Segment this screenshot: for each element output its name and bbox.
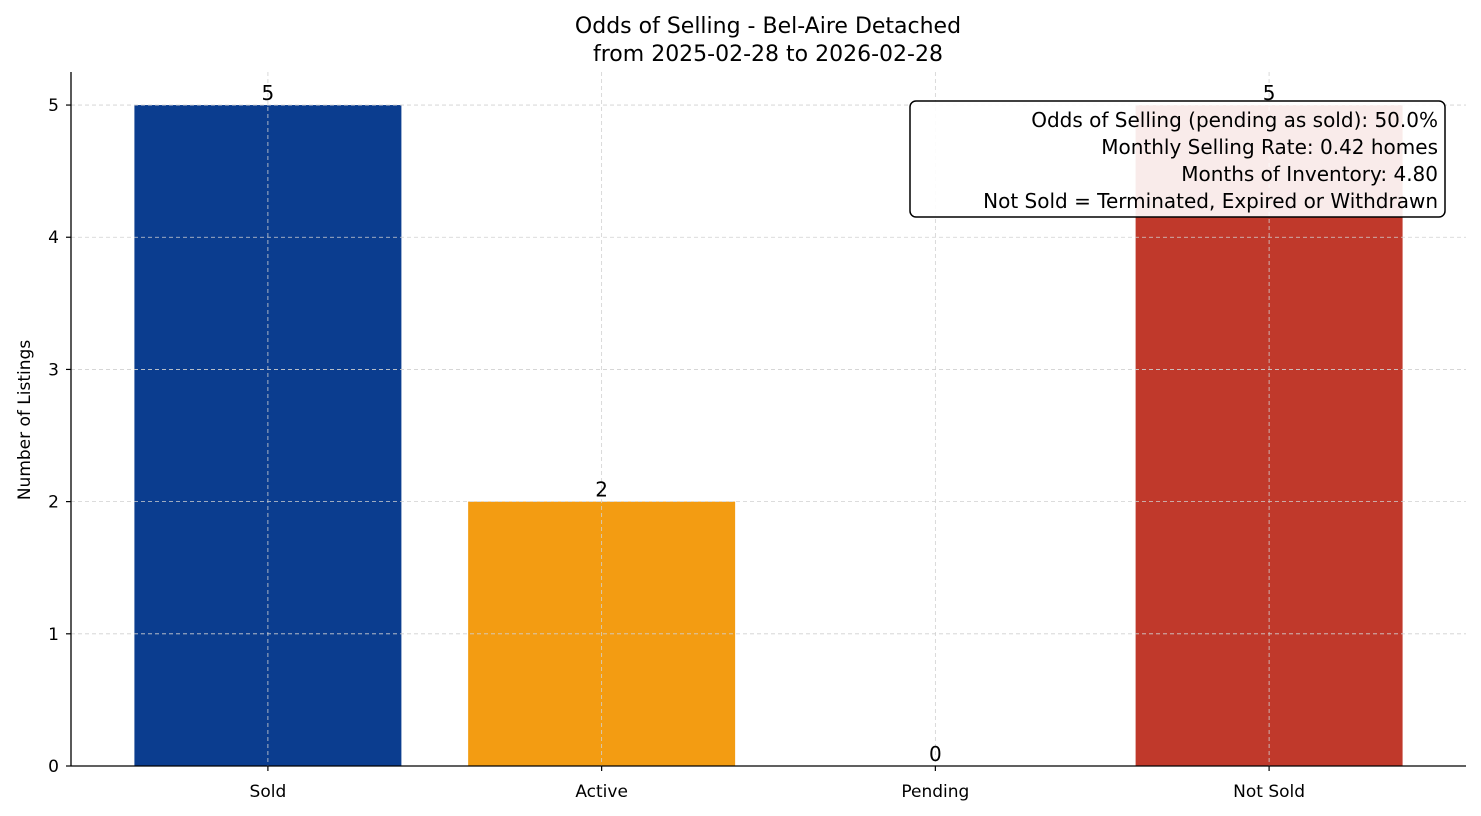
data-labels: 5 2 0 5 [262,81,1276,766]
x-tick-label: Sold [250,782,287,802]
x-tick-label: Not Sold [1233,782,1305,802]
data-label: 0 [929,742,942,766]
data-label: 2 [595,478,608,502]
data-label: 5 [1263,81,1276,105]
x-tick-label: Pending [901,782,969,802]
chart-subtitle: from 2025-02-28 to 2026-02-28 [593,42,943,67]
annotation-line: Not Sold = Terminated, Expired or Withdr… [983,189,1438,213]
y-tick-label: 4 [48,228,59,248]
x-tick-label: Active [575,782,628,802]
annotation-line: Monthly Selling Rate: 0.42 homes [1101,135,1438,159]
y-tick-label: 0 [48,757,59,777]
annotation-frame [909,100,1446,218]
annotation-line: Odds of Selling (pending as sold): 50.0% [1031,108,1438,132]
bar-sold [134,105,402,767]
chart-title: Odds of Selling - Bel-Aire Detached [575,14,961,39]
axes: 0 1 2 3 4 5 Sold Active Pending Not Sold [48,72,1466,802]
annotation-box: Odds of Selling (pending as sold): 50.0%… [909,100,1446,218]
y-tick-label: 1 [48,625,59,645]
y-tick-label: 5 [48,96,59,116]
y-tick-label: 3 [48,360,59,380]
annotation-line: Months of Inventory: 4.80 [1181,162,1438,186]
y-axis-label: Number of Listings [15,340,35,500]
data-label: 5 [262,81,275,105]
y-tick-label: 2 [48,493,59,513]
